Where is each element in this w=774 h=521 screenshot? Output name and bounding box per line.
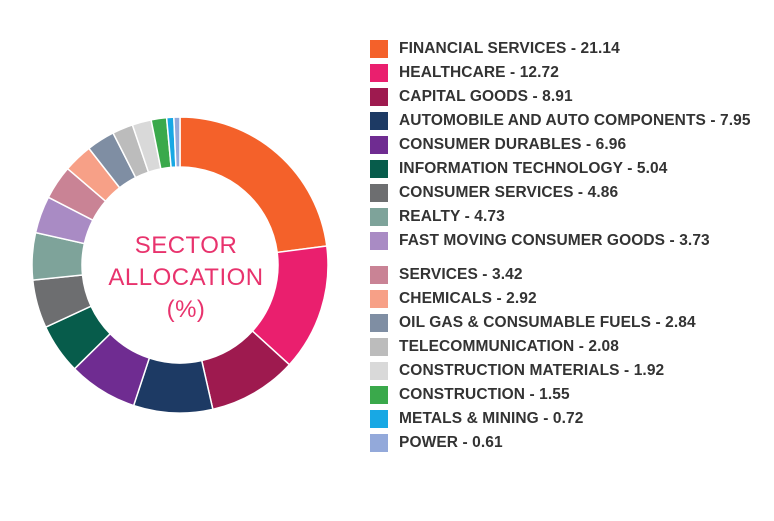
legend-label: CONSTRUCTION MATERIALS - 1.92 — [399, 362, 665, 379]
legend: FINANCIAL SERVICES - 21.14 HEALTHCARE - … — [370, 38, 770, 456]
legend-label: CHEMICALS - 2.92 — [399, 290, 537, 307]
legend-item-power: POWER - 0.61 — [370, 432, 770, 454]
legend-swatch — [370, 338, 388, 356]
legend-item-construction: CONSTRUCTION - 1.55 — [370, 384, 770, 406]
center-title-line-2: ALLOCATION — [108, 264, 264, 291]
legend-label: TELECOMMUNICATION - 2.08 — [399, 338, 619, 355]
legend-item-automobile: AUTOMOBILE AND AUTO COMPONENTS - 7.95 — [370, 110, 770, 132]
legend-item-chemicals: CHEMICALS - 2.92 — [370, 288, 770, 310]
legend-item-construction-materials: CONSTRUCTION MATERIALS - 1.92 — [370, 360, 770, 382]
legend-swatch — [370, 266, 388, 284]
legend-swatch — [370, 208, 388, 226]
legend-item-healthcare: HEALTHCARE - 12.72 — [370, 62, 770, 84]
legend-swatch — [370, 362, 388, 380]
legend-label: REALTY - 4.73 — [399, 208, 505, 225]
legend-swatch — [370, 232, 388, 250]
legend-item-information-technology: INFORMATION TECHNOLOGY - 5.04 — [370, 158, 770, 180]
legend-label: CONSUMER DURABLES - 6.96 — [399, 136, 627, 153]
legend-label: POWER - 0.61 — [399, 434, 503, 451]
center-title-line-3: (%) — [166, 296, 206, 323]
legend-item-services: SERVICES - 3.42 — [370, 264, 770, 286]
legend-label: METALS & MINING - 0.72 — [399, 410, 584, 427]
legend-label: CAPITAL GOODS - 8.91 — [399, 88, 573, 105]
legend-label: CONSTRUCTION - 1.55 — [399, 386, 570, 403]
legend-swatch — [370, 88, 388, 106]
legend-swatch — [370, 386, 388, 404]
legend-item-capital-goods: CAPITAL GOODS - 8.91 — [370, 86, 770, 108]
legend-item-oil-gas: OIL GAS & CONSUMABLE FUELS - 2.84 — [370, 312, 770, 334]
legend-swatch — [370, 40, 388, 58]
legend-swatch — [370, 160, 388, 178]
legend-item-realty: REALTY - 4.73 — [370, 206, 770, 228]
legend-item-metals-mining: METALS & MINING - 0.72 — [370, 408, 770, 430]
legend-label: CONSUMER SERVICES - 4.86 — [399, 184, 619, 201]
legend-label: INFORMATION TECHNOLOGY - 5.04 — [399, 160, 668, 177]
legend-swatch — [370, 112, 388, 130]
donut-slice-power — [173, 116, 181, 168]
center-title-line-1: SECTOR — [134, 232, 238, 259]
legend-label: SERVICES - 3.42 — [399, 266, 523, 283]
legend-swatch — [370, 290, 388, 308]
legend-swatch — [370, 434, 388, 452]
legend-item-financial-services: FINANCIAL SERVICES - 21.14 — [370, 38, 770, 60]
legend-label: HEALTHCARE - 12.72 — [399, 64, 559, 81]
legend-item-consumer-services: CONSUMER SERVICES - 4.86 — [370, 182, 770, 204]
legend-swatch — [370, 314, 388, 332]
legend-label: FAST MOVING CONSUMER GOODS - 3.73 — [399, 232, 710, 249]
legend-item-consumer-durables: CONSUMER DURABLES - 6.96 — [370, 134, 770, 156]
legend-swatch — [370, 136, 388, 154]
legend-item-fmcg: FAST MOVING CONSUMER GOODS - 3.73 — [370, 230, 770, 252]
donut-chart — [31, 116, 329, 414]
legend-label: AUTOMOBILE AND AUTO COMPONENTS - 7.95 — [399, 112, 751, 129]
legend-swatch — [370, 64, 388, 82]
legend-item-telecommunication: TELECOMMUNICATION - 2.08 — [370, 336, 770, 358]
legend-swatch — [370, 410, 388, 428]
legend-swatch — [370, 184, 388, 202]
legend-label: OIL GAS & CONSUMABLE FUELS - 2.84 — [399, 314, 696, 331]
legend-label: FINANCIAL SERVICES - 21.14 — [399, 40, 620, 57]
